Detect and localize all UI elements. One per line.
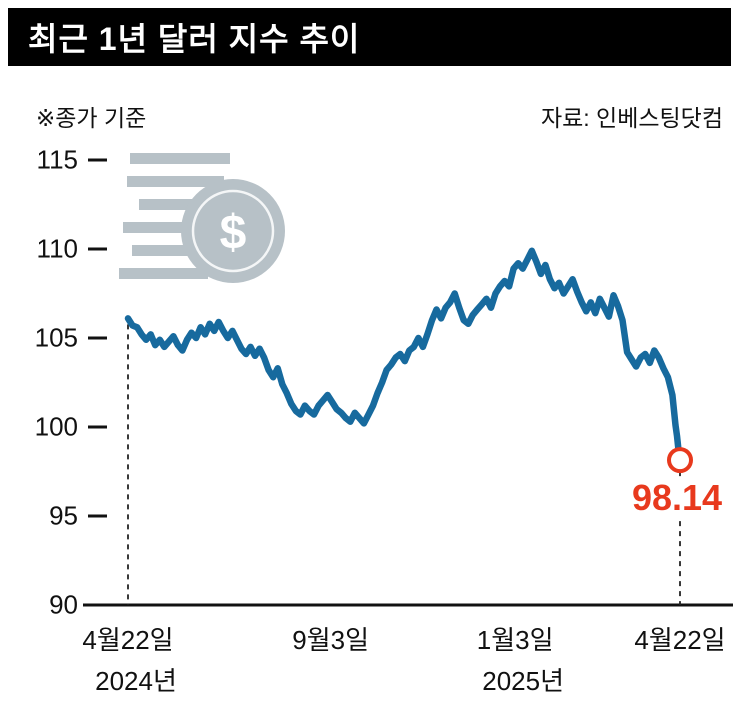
x-axis-tick-label: 4월22일 xyxy=(634,625,726,655)
end-value-label: 98.14 xyxy=(628,477,726,520)
y-axis-tick-label: 110 xyxy=(36,233,78,264)
y-axis-tick-label: 95 xyxy=(49,500,78,531)
x-axis-year-label: 2024년 xyxy=(95,666,177,696)
title-banner: 최근 1년 달러 지수 추이 xyxy=(8,8,731,66)
x-axis-tick-label: 4월22일 xyxy=(82,625,174,655)
dollar-coin-icon: $ xyxy=(119,153,285,283)
x-axis-year-label: 2025년 xyxy=(482,666,565,696)
chart-title: 최근 1년 달러 지수 추이 xyxy=(28,21,361,57)
closing-price-note: ※종가 기준 xyxy=(36,105,147,131)
y-axis-tick-label: 90 xyxy=(49,589,78,620)
source-label: 자료: 인베스팅닷컴 xyxy=(540,105,723,131)
x-axis-tick-label: 1월3일 xyxy=(476,625,554,655)
y-axis-tick-label: 115 xyxy=(36,144,78,175)
svg-text:$: $ xyxy=(220,207,247,260)
y-axis-tick-label: 100 xyxy=(34,411,78,442)
y-axis-tick-label: 105 xyxy=(34,322,78,353)
x-axis-tick-label: 9월3일 xyxy=(292,625,370,655)
